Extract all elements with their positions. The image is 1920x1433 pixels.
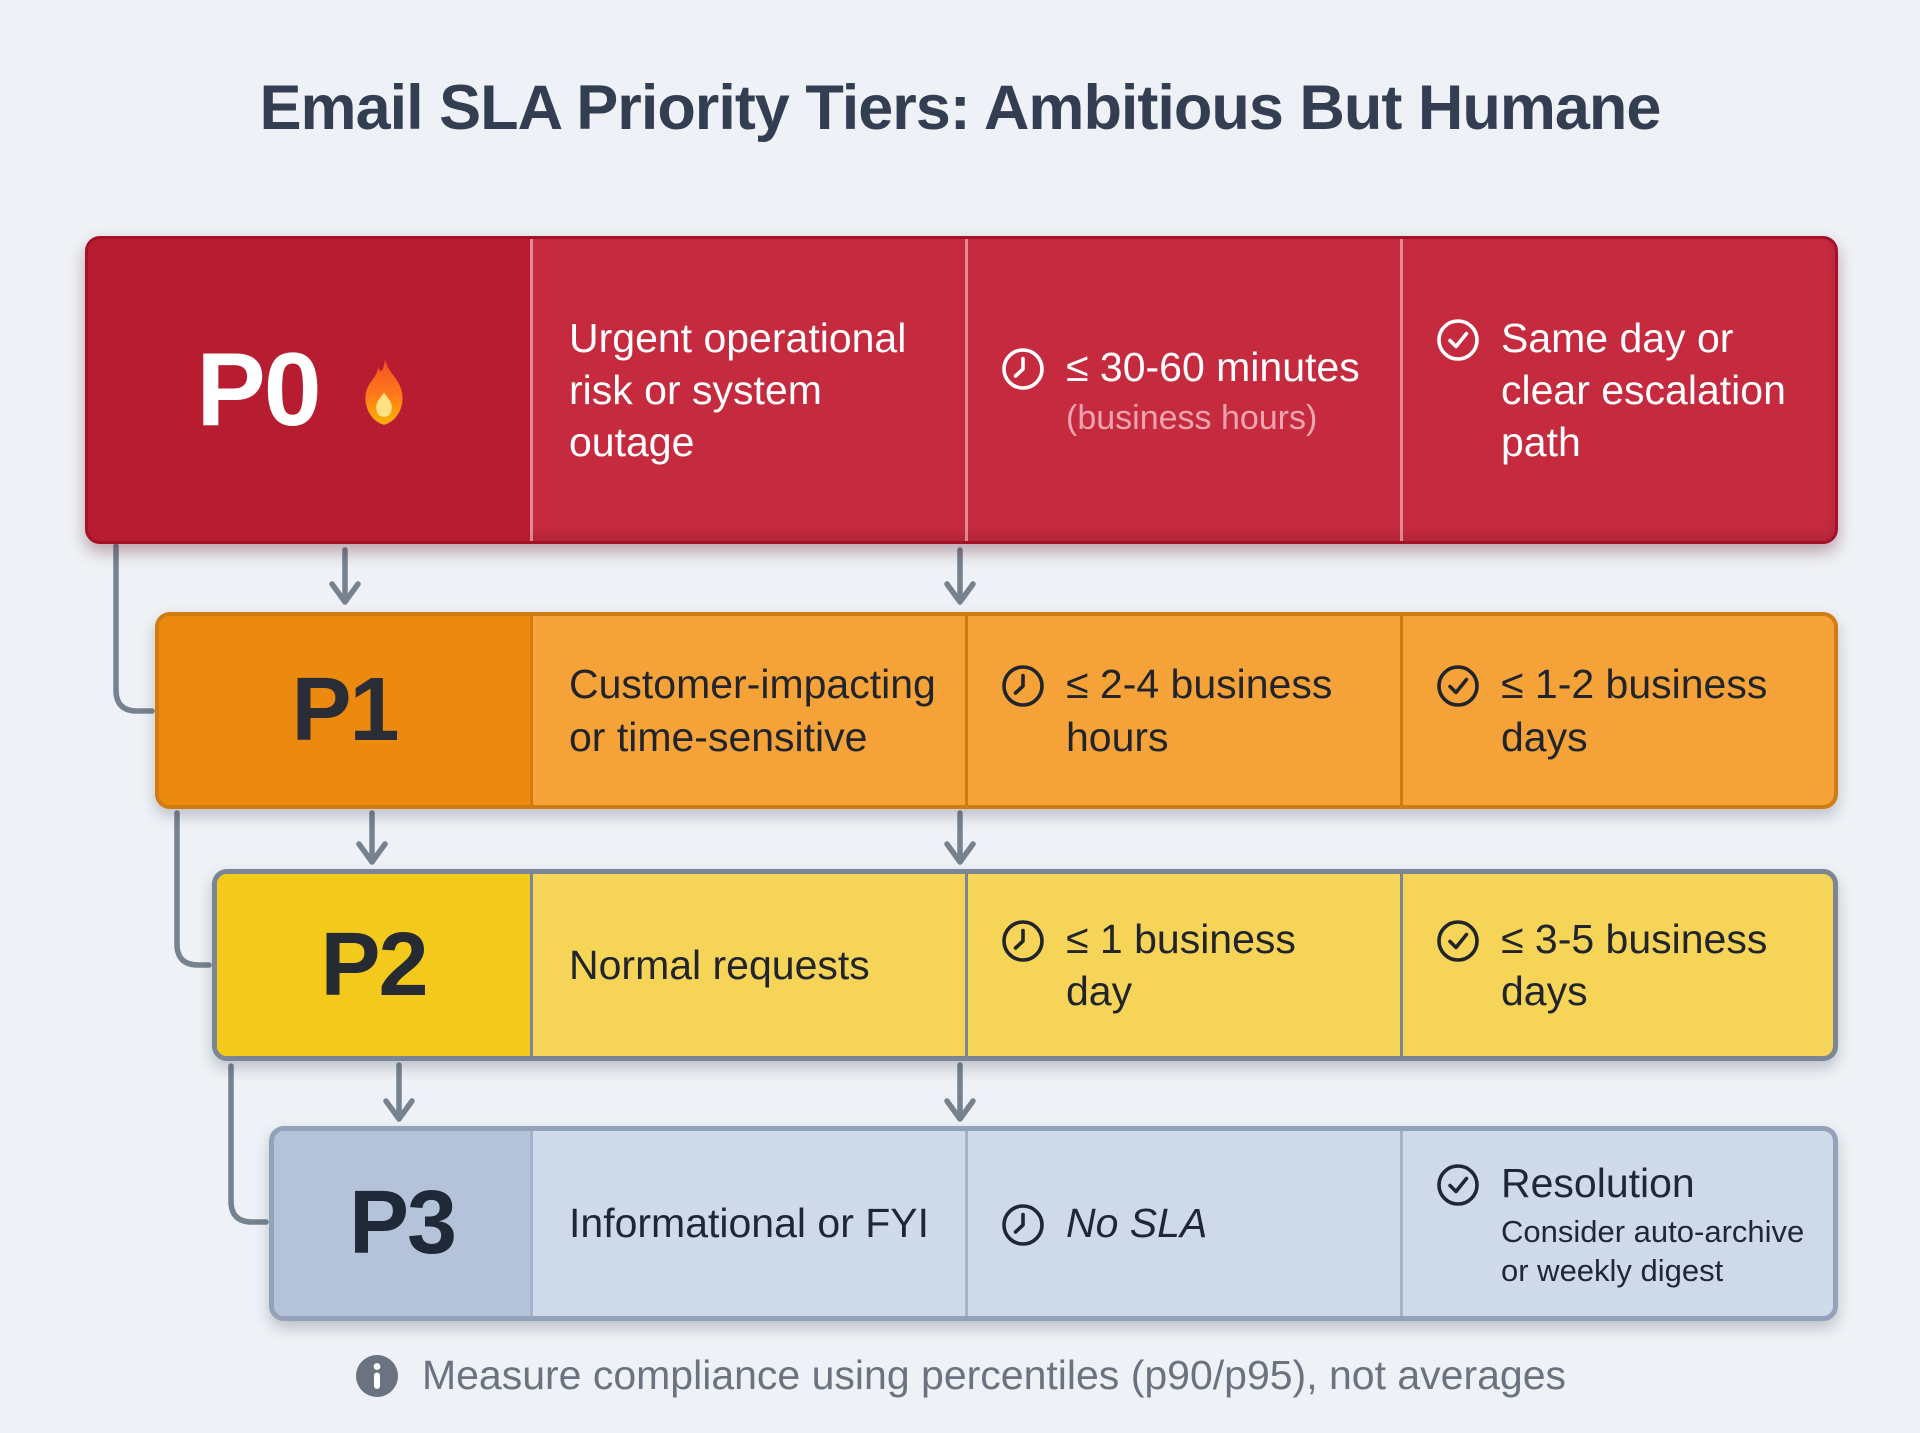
tier-p3-label: P3 xyxy=(348,1173,457,1273)
tier-p1-description-cell: Customer-impacting or time-sensitive xyxy=(530,616,965,805)
tier-p1-response-time: ≤ 2-4 business hours xyxy=(1066,661,1333,760)
down-arrow xyxy=(383,1062,415,1122)
tier-p1-label: P1 xyxy=(291,660,399,760)
fire-icon xyxy=(365,359,403,425)
clock-icon xyxy=(1002,1204,1044,1247)
tier-p0-resolution: Same day or clear escalation path xyxy=(1501,314,1786,466)
tier-row-p0: P0 Urgent operational risk or system out… xyxy=(85,236,1838,544)
tier-p3-resolution-note: Consider auto-archive or weekly digest xyxy=(1501,1213,1805,1288)
tier-p2-label-cell: P2 xyxy=(217,874,530,1056)
tier-p2-label: P2 xyxy=(320,914,428,1015)
tier-row-p1: P1 Customer-impacting or time-sensitive … xyxy=(155,612,1838,809)
elbow-connector xyxy=(228,1063,269,1225)
tier-p0-resolution-cell: Same day or clear escalation path xyxy=(1400,239,1835,541)
clock-icon xyxy=(1002,665,1044,708)
tier-p2-resolution: ≤ 3-5 business days xyxy=(1501,915,1768,1014)
tier-p0-label: P0 xyxy=(196,331,321,448)
tier-p0-response-time: ≤ 30-60 minutes xyxy=(1066,343,1360,390)
check-circle-icon xyxy=(1437,920,1479,962)
down-arrow xyxy=(356,810,388,865)
tier-p3-response-cell: No SLA xyxy=(965,1131,1400,1316)
footer-note: Measure compliance using percentiles (p9… xyxy=(421,1352,1567,1398)
tier-p1-resolution: ≤ 1-2 business days xyxy=(1501,661,1768,760)
tier-p1-description: Customer-impacting or time-sensitive xyxy=(569,661,936,760)
check-circle-icon xyxy=(1437,1163,1479,1206)
tier-row-p2: P2 Normal requests ≤ 1 business day xyxy=(212,869,1838,1061)
clock-icon xyxy=(1002,347,1044,390)
tier-p1-label-cell: P1 xyxy=(159,616,530,805)
tier-p2-description: Normal requests xyxy=(569,941,870,988)
tier-p2-resolution-cell: ≤ 3-5 business days xyxy=(1400,874,1833,1056)
tier-p2-response-cell: ≤ 1 business day xyxy=(965,874,1400,1056)
tier-p3-response-time: No SLA xyxy=(1066,1200,1208,1247)
tier-p1-response-cell: ≤ 2-4 business hours xyxy=(965,616,1400,805)
check-circle-icon xyxy=(1437,319,1479,361)
tier-p0-label-cell: P0 xyxy=(88,239,530,541)
page-title: Email SLA Priority Tiers: Ambitious But … xyxy=(259,73,1662,143)
footer-note-bar: Measure compliance using percentiles (p9… xyxy=(0,1352,1920,1399)
tier-p3-resolution: Resolution xyxy=(1501,1159,1695,1206)
tier-p3-resolution-cell: Resolution Consider auto-archive or week… xyxy=(1400,1131,1833,1316)
down-arrow xyxy=(944,810,976,865)
tier-p0-response-cell: ≤ 30-60 minutes (business hours) xyxy=(965,239,1400,541)
elbow-connector xyxy=(174,810,212,968)
down-arrow xyxy=(944,1062,976,1122)
tier-p3-description: Informational or FYI xyxy=(569,1200,930,1247)
check-circle-icon xyxy=(1437,665,1479,708)
clock-icon xyxy=(1002,920,1044,962)
tier-p2-description-cell: Normal requests xyxy=(530,874,965,1056)
info-icon xyxy=(355,1354,398,1397)
tier-p2-response-time: ≤ 1 business day xyxy=(1066,915,1296,1014)
elbow-connector xyxy=(113,543,155,714)
tier-p3-label-cell: P3 xyxy=(274,1131,530,1316)
tier-p3-description-cell: Informational or FYI xyxy=(530,1131,965,1316)
tier-p0-description: Urgent operational risk or system outage xyxy=(569,314,907,466)
down-arrow xyxy=(944,547,976,605)
down-arrow xyxy=(329,547,361,605)
tier-p1-resolution-cell: ≤ 1-2 business days xyxy=(1400,616,1834,805)
tier-row-p3: P3 Informational or FYI No SLA xyxy=(269,1126,1838,1321)
tier-p0-description-cell: Urgent operational risk or system outage xyxy=(530,239,965,541)
tier-p0-response-note: (business hours) xyxy=(1066,398,1318,437)
